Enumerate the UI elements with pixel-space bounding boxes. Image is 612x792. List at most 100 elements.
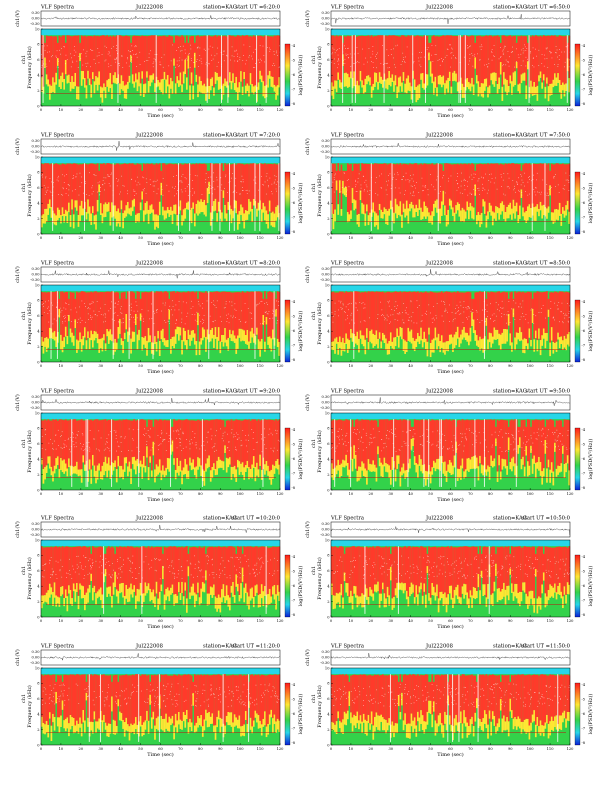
psd-speckle [507,186,509,187]
psd-speckle [133,53,135,55]
psd-speckle [236,438,238,440]
spectral-column-mid [393,212,395,224]
spectral-column-mid [79,469,81,476]
panel-station: station=KAG [203,133,237,139]
psd-speckle [133,310,135,312]
psd-speckle [207,189,209,191]
psd-speckle [185,446,187,448]
waveform-ytick: 0.00 [321,145,330,149]
spectral-column-mid [141,191,144,200]
spectral-column-mid [410,201,413,209]
psd-speckle [345,55,347,56]
psd-speckle [242,190,244,191]
spectral-column-mid [58,209,61,218]
psd-speckle [127,58,128,60]
spectral-column-high [68,298,70,315]
psd-speckle [172,44,173,46]
ytick-label: 8 [37,299,40,303]
spectral-column-mid [482,83,485,98]
spectral-column-high [380,291,383,342]
psd-speckle [92,191,94,192]
psd-speckle [237,438,239,440]
spectral-column-high [517,291,520,333]
psd-speckle [45,187,46,189]
spectral-column-mid [88,337,91,350]
psd-speckle [63,46,65,47]
xtick-label: 60 [448,364,453,368]
spectral-column-high [85,36,88,86]
psd-speckle [162,302,164,304]
psd-speckle [512,435,513,436]
psd-speckle [260,301,262,302]
psd-speckle [208,63,209,65]
psd-speckle [223,60,225,62]
psd-speckle [362,175,364,177]
waveform-trace [40,398,280,406]
spectral-column-mid [434,76,437,88]
spectral-column-high [130,420,132,469]
psd-speckle [336,50,337,52]
psd-speckle [261,434,262,435]
xtick-label: 120 [567,236,575,240]
spectral-column-mid [550,327,553,341]
psd-speckle [459,444,461,446]
spectral-column-high [488,164,491,203]
spectral-column-mid [447,341,450,352]
spectral-column-mid [432,460,435,468]
ytick-label: 2 [327,345,329,349]
psd-speckle [121,322,123,324]
psd-speckle [218,61,219,63]
psd-speckle [150,184,151,185]
spectral-column-high [499,419,502,472]
psd-speckle [424,56,425,58]
spectral-column-high [380,419,383,463]
spectral-column-mid [418,199,421,210]
psd-speckle [413,322,415,324]
spectral-column-mid [80,200,83,216]
spectral-column-mid [56,207,59,221]
spectral-column-mid [533,455,536,464]
spectral-column-high [460,163,462,211]
spectral-column-high [511,291,513,343]
spectral-column-high [397,36,400,78]
psd-speckle [105,59,107,61]
spectral-column-mid [243,467,246,480]
spectral-column-mid [163,71,166,80]
psd-speckle [269,318,271,320]
psd-speckle [413,438,415,440]
spectral-column-high [268,291,271,337]
spectral-column-mid [123,210,126,218]
waveform-ytick: 0.30 [321,395,330,399]
psd-speckle [200,321,202,322]
spectral-column-high [458,292,461,338]
psd-speckle [546,195,548,196]
psd-speckle [210,188,212,189]
spectral-column-mid [217,327,220,341]
spectral-column-high [268,419,271,472]
psd-speckle [376,54,377,55]
psd-speckle [240,181,242,182]
spectral-column-mid [370,464,373,472]
spectral-column-high [493,292,496,328]
psd-speckle [529,176,530,177]
spectral-column-high [460,420,462,466]
spectral-column-mid [434,327,437,341]
spectral-column-high [278,419,281,465]
psd-speckle [455,308,456,309]
psd-speckle [535,187,537,188]
psd-speckle [397,174,399,176]
spectral-column-high [358,420,360,467]
spectral-column-mid [103,204,105,218]
psd-speckle [481,46,483,48]
spectral-column-mid [127,466,129,477]
psd-speckle [381,173,382,175]
spectral-column-mid [555,77,558,86]
spectral-column-mid [257,469,260,478]
psd-speckle [493,313,495,315]
spectral-column-high [182,420,185,468]
spectral-column-mid [547,206,550,213]
spectral-column-high [168,298,171,310]
spectral-column-high [456,36,459,83]
psd-speckle [530,51,531,52]
psd-speckle [227,447,229,448]
